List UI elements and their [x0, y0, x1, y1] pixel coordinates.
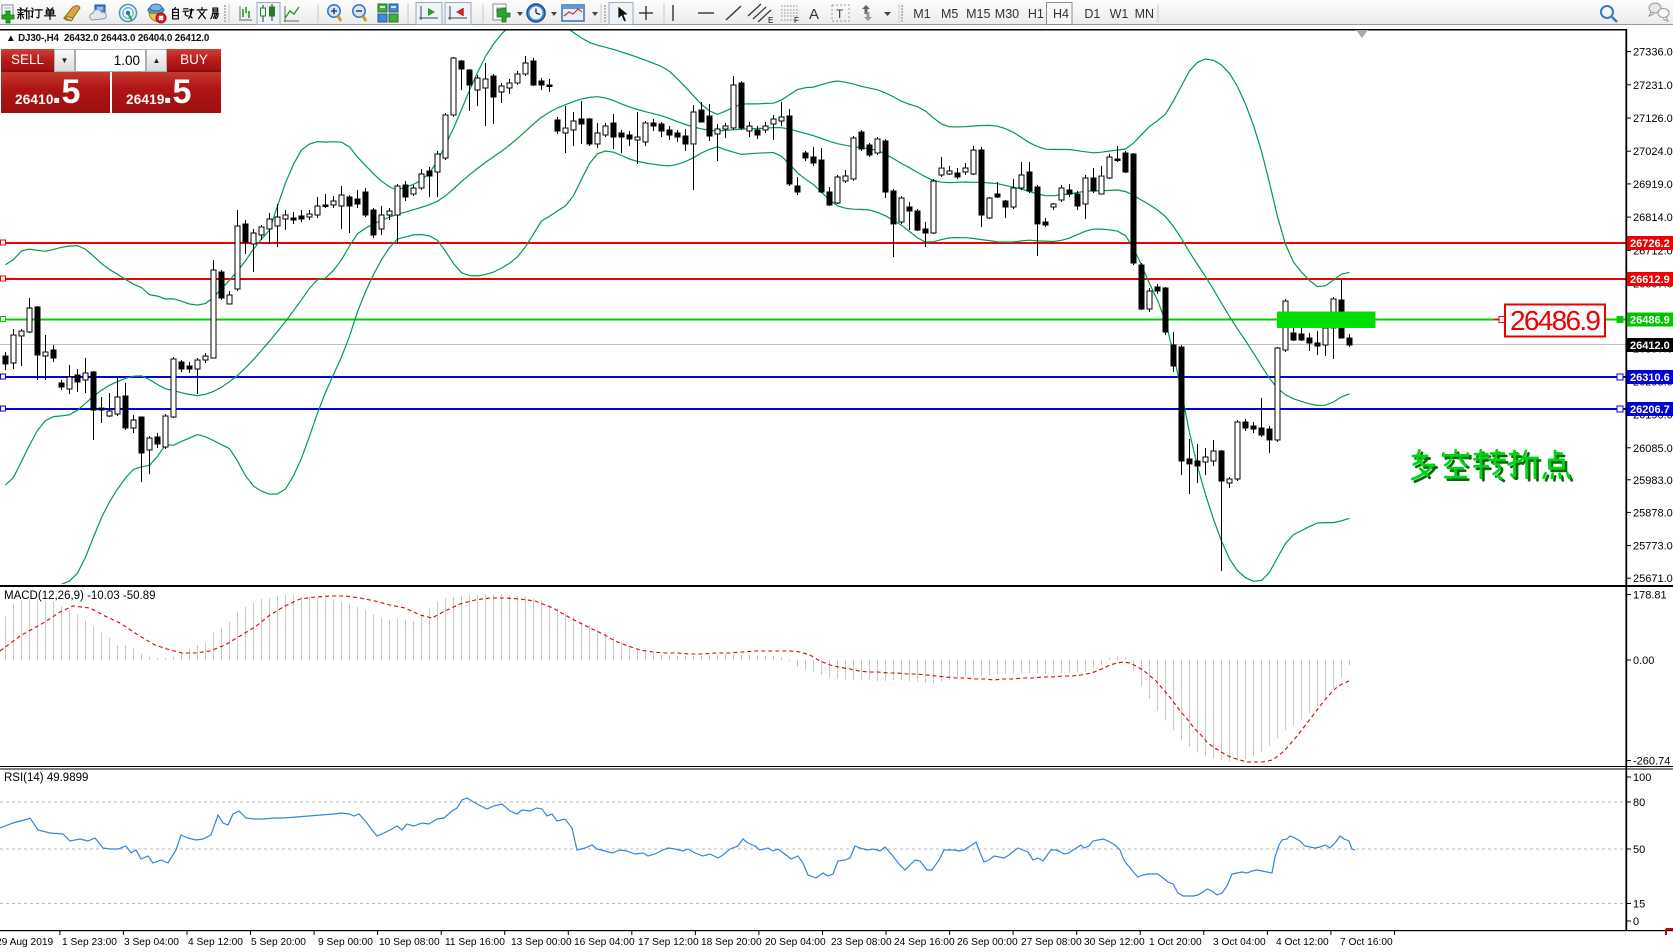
svg-text:16 Sep 04:00: 16 Sep 04:00 — [574, 937, 635, 948]
svg-text:17 Sep 12:00: 17 Sep 12:00 — [638, 937, 699, 948]
svg-text:25878.0: 25878.0 — [1633, 507, 1673, 519]
svg-text:0.00: 0.00 — [1633, 655, 1654, 667]
svg-text:25773.0: 25773.0 — [1633, 541, 1673, 553]
svg-text:RSI(14) 49.9899: RSI(14) 49.9899 — [4, 772, 88, 784]
svg-text:27024.0: 27024.0 — [1633, 146, 1673, 158]
svg-text:H4: H4 — [1053, 7, 1069, 21]
svg-text:27336.0: 27336.0 — [1633, 47, 1673, 59]
svg-text:29 Aug 2019: 29 Aug 2019 — [0, 937, 54, 948]
svg-text:9 Sep 00:00: 9 Sep 00:00 — [318, 937, 373, 948]
svg-text:10 Sep 08:00: 10 Sep 08:00 — [379, 937, 440, 948]
svg-text:30 Sep 12:00: 30 Sep 12:00 — [1084, 937, 1145, 948]
svg-text:26919.0: 26919.0 — [1633, 179, 1673, 191]
svg-text:H1: H1 — [1028, 7, 1044, 21]
svg-text:23 Sep 08:00: 23 Sep 08:00 — [831, 937, 892, 948]
svg-text:D1: D1 — [1084, 7, 1100, 21]
svg-text:26486.9: 26486.9 — [1510, 305, 1601, 336]
svg-text:26206.7: 26206.7 — [1630, 404, 1670, 416]
svg-text:50: 50 — [1633, 844, 1645, 856]
svg-text:26085.0: 26085.0 — [1633, 443, 1673, 455]
svg-text:27126.0: 27126.0 — [1633, 113, 1673, 125]
svg-text:4 Sep 12:00: 4 Sep 12:00 — [188, 937, 243, 948]
svg-text:MN: MN — [1135, 7, 1154, 21]
svg-text:15: 15 — [1633, 899, 1645, 911]
svg-text:26612.9: 26612.9 — [1630, 274, 1670, 286]
svg-text:MACD(12,26,9) -10.03 -50.89: MACD(12,26,9) -10.03 -50.89 — [4, 590, 156, 602]
svg-text:24 Sep 16:00: 24 Sep 16:00 — [894, 937, 955, 948]
svg-text:13 Sep 00:00: 13 Sep 00:00 — [511, 937, 572, 948]
svg-text:25983.0: 25983.0 — [1633, 475, 1673, 487]
svg-text:7 Oct 16:00: 7 Oct 16:00 — [1340, 937, 1393, 948]
svg-text:26486.9: 26486.9 — [1630, 315, 1670, 327]
svg-text:-260.74: -260.74 — [1633, 756, 1670, 768]
svg-text:178.81: 178.81 — [1633, 590, 1667, 602]
svg-text:26310.6: 26310.6 — [1630, 372, 1670, 384]
svg-text:100: 100 — [1633, 772, 1651, 784]
svg-text:3 Oct 04:00: 3 Oct 04:00 — [1213, 937, 1266, 948]
svg-text:1 Sep 23:00: 1 Sep 23:00 — [62, 937, 117, 948]
svg-text:5 Sep 20:00: 5 Sep 20:00 — [251, 937, 306, 948]
svg-text:M15: M15 — [966, 7, 990, 21]
svg-text:M30: M30 — [995, 7, 1019, 21]
svg-text:26712.0: 26712.0 — [1633, 245, 1673, 257]
svg-text:26 Sep 00:00: 26 Sep 00:00 — [957, 937, 1018, 948]
svg-text:26814.0: 26814.0 — [1633, 212, 1673, 224]
svg-text:80: 80 — [1633, 797, 1645, 809]
svg-text:26726.2: 26726.2 — [1630, 238, 1670, 250]
svg-text:4 Oct 12:00: 4 Oct 12:00 — [1276, 937, 1329, 948]
svg-text:1 Oct 20:00: 1 Oct 20:00 — [1149, 937, 1202, 948]
svg-text:26412.0: 26412.0 — [1630, 340, 1670, 352]
svg-text:20 Sep 04:00: 20 Sep 04:00 — [765, 937, 826, 948]
svg-text:M1: M1 — [913, 7, 930, 21]
svg-text:E: E — [768, 16, 773, 25]
svg-text:A: A — [809, 6, 819, 23]
svg-text:25671.0: 25671.0 — [1633, 573, 1673, 585]
svg-text:F: F — [794, 16, 799, 25]
svg-text:11 Sep 16:00: 11 Sep 16:00 — [445, 937, 505, 948]
svg-text:M5: M5 — [941, 7, 958, 21]
svg-text:T: T — [836, 7, 844, 21]
svg-text:27231.0: 27231.0 — [1633, 80, 1673, 92]
svg-text:W1: W1 — [1110, 7, 1129, 21]
svg-text:18 Sep 20:00: 18 Sep 20:00 — [701, 937, 762, 948]
svg-text:0: 0 — [1633, 916, 1639, 928]
svg-text:3 Sep 04:00: 3 Sep 04:00 — [124, 937, 179, 948]
svg-text:27 Sep 08:00: 27 Sep 08:00 — [1021, 937, 1082, 948]
